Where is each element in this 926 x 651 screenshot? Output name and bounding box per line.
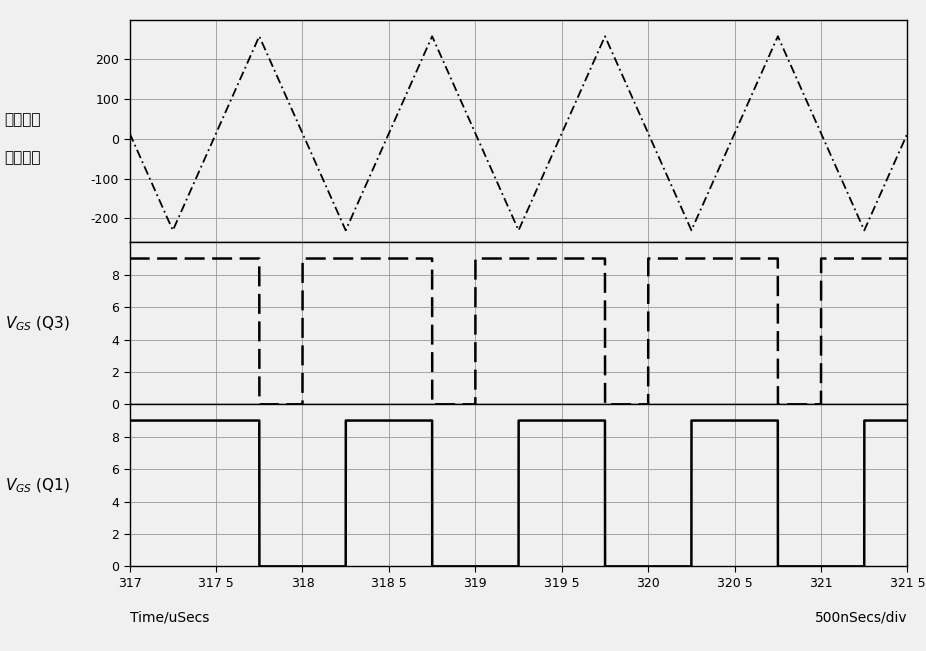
Text: $V_{GS}$ (Q3): $V_{GS}$ (Q3): [5, 314, 69, 333]
Text: 500nSecs/div: 500nSecs/div: [815, 611, 907, 625]
Text: Time/uSecs: Time/uSecs: [130, 611, 209, 625]
Text: $V_{GS}$ (Q1): $V_{GS}$ (Q1): [5, 476, 69, 495]
Text: 发射线圈: 发射线圈: [5, 112, 41, 128]
Text: 中的电流: 中的电流: [5, 150, 41, 165]
